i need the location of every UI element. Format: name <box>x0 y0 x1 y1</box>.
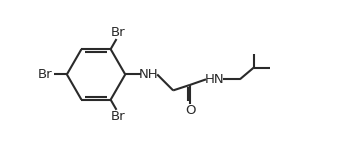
Text: O: O <box>185 104 195 117</box>
Text: Br: Br <box>111 26 125 39</box>
Text: Br: Br <box>111 110 125 123</box>
Text: HN: HN <box>204 73 224 86</box>
Text: Br: Br <box>38 68 53 81</box>
Text: NH: NH <box>139 68 158 81</box>
